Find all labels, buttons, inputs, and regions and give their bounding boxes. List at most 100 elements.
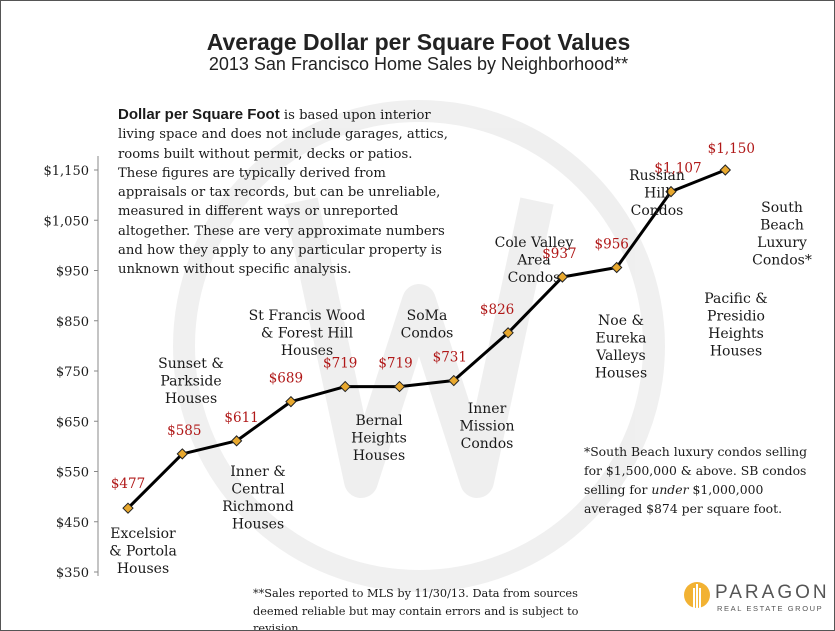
data-point-marker (556, 271, 569, 283)
data-value-label: $826 (480, 302, 514, 318)
category-label-line: Inner & (230, 464, 285, 480)
category-label-line: Inner (468, 401, 507, 417)
category-label-line: Beach (760, 218, 804, 234)
logo-name: PARAGON (715, 582, 830, 603)
data-point-marker (230, 435, 243, 447)
category-label-line: Sunset & (158, 356, 224, 372)
category-label: Russian Hill Condos (629, 168, 685, 219)
chart-title: Average Dollar per Square Foot Values (206, 29, 631, 55)
category-label: Inner & Central Richmond Houses (222, 464, 294, 533)
data-value-label: $719 (378, 356, 412, 372)
category-label: SoMa Condos (401, 308, 454, 342)
y-tick-label: $350 (56, 566, 89, 581)
data-value-label: $611 (224, 410, 258, 426)
data-point-marker (176, 448, 189, 460)
category-label: Excelsior & Portola Houses (109, 526, 177, 577)
description-text: is based upon interior living space and … (118, 108, 448, 278)
data-value-label: $731 (433, 350, 467, 366)
data-point-marker (122, 502, 134, 514)
category-label-line: Eureka (595, 331, 646, 347)
y-tick-label: $650 (56, 415, 89, 430)
note-text-1: *South Beach luxury condos selling for $… (584, 444, 808, 497)
category-label-line: Condos (401, 326, 454, 342)
category-label-line: South (761, 200, 803, 216)
data-point-marker (502, 327, 514, 339)
category-label-line: Noe & (598, 313, 644, 329)
y-tick-label: $1,050 (44, 214, 90, 229)
category-label: Bernal Heights Houses (351, 413, 407, 464)
category-label: Inner Mission Condos (459, 401, 514, 452)
data-value-label: $477 (111, 476, 145, 492)
note-text-2: $1,000,000 averaged $874 per square foot… (584, 482, 783, 516)
y-tick-label: $950 (56, 265, 89, 280)
category-label-line: SoMa (407, 308, 448, 324)
data-value-label: $689 (269, 371, 303, 387)
category-label: Cole Valley Area Condos (495, 235, 574, 286)
category-label-line: Pacific & (704, 291, 768, 307)
category-label-line: Condos (461, 436, 514, 452)
category-label-line: Condos* (752, 253, 812, 269)
category-label-line: Central (231, 482, 285, 498)
category-label-line: Parkside (160, 374, 221, 390)
y-tick-label: $1,150 (44, 164, 90, 179)
category-label-line: & Portola (109, 544, 177, 560)
category-label: Noe & Eureka Valleys Houses (595, 313, 647, 382)
category-label-line: Mission (459, 419, 514, 435)
category-label-line: Houses (710, 344, 762, 360)
category-label-line: Excelsior (110, 526, 176, 542)
category-label-line: & Forest Hill (261, 326, 354, 342)
category-label-line: Hill (644, 186, 670, 202)
data-value-label: $1,150 (708, 141, 755, 157)
category-label: South Beach Luxury Condos* (752, 200, 812, 269)
data-value-label: $585 (167, 423, 201, 439)
description-bold: Dollar per Square Foot (118, 106, 280, 123)
category-label-line: Heights (708, 326, 764, 342)
category-label-line: Houses (281, 343, 333, 359)
category-label-line: Bernal (355, 413, 403, 429)
description-box: Dollar per Square Foot is based upon int… (118, 105, 448, 280)
category-label-line: Houses (165, 391, 217, 407)
y-tick-label: $450 (56, 516, 89, 531)
data-point-marker (339, 380, 351, 393)
data-value-label: $719 (323, 356, 357, 372)
data-value-label: $1,107 (654, 161, 701, 177)
category-label: Pacific & Presidio Heights Houses (704, 291, 768, 360)
data-point-marker (610, 261, 623, 274)
south-beach-note: *South Beach luxury condos selling for $… (584, 442, 824, 518)
category-label-line: Houses (353, 448, 405, 464)
category-label-line: Richmond (222, 499, 294, 515)
y-tick-label: $750 (56, 365, 89, 380)
category-label-line: Area (516, 253, 550, 269)
category-label-line: Cole Valley (495, 235, 574, 251)
note-emphasis: under (651, 482, 689, 497)
category-label-line: Presidio (707, 309, 765, 325)
data-point-marker (393, 380, 406, 393)
category-label-line: Luxury (757, 235, 807, 251)
category-label-line: Houses (117, 561, 169, 577)
category-label-line: Valleys (595, 348, 646, 364)
footnote: **Sales reported to MLS by 11/30/13. Dat… (253, 587, 579, 631)
y-tick-label: $850 (56, 315, 89, 330)
category-label-line: Condos (631, 203, 684, 219)
data-point-marker (448, 374, 460, 387)
category-label: Sunset & Parkside Houses (158, 356, 224, 407)
data-value-label: $937 (542, 246, 576, 262)
category-label-line: Houses (595, 366, 647, 382)
category-label-line: Heights (351, 431, 407, 447)
category-label-line: St Francis Wood (249, 308, 366, 324)
category-label-line: Houses (232, 517, 284, 533)
category-label-line: Russian (629, 168, 685, 184)
chart-subtitle: 2013 San Francisco Home Sales by Neighbo… (208, 54, 629, 74)
logo-tagline: REAL ESTATE GROUP (717, 604, 824, 613)
data-value-label: $956 (595, 236, 629, 252)
category-label: St Francis Wood & Forest Hill Houses (249, 308, 366, 359)
paragon-logo: PARAGON REAL ESTATE GROUP (683, 578, 833, 618)
data-point-marker (665, 185, 677, 198)
data-point-marker (285, 395, 297, 408)
data-point-marker (719, 164, 732, 176)
flame-icon (684, 582, 710, 610)
category-label-line: Condos (508, 270, 561, 286)
y-tick-label: $550 (56, 466, 89, 481)
